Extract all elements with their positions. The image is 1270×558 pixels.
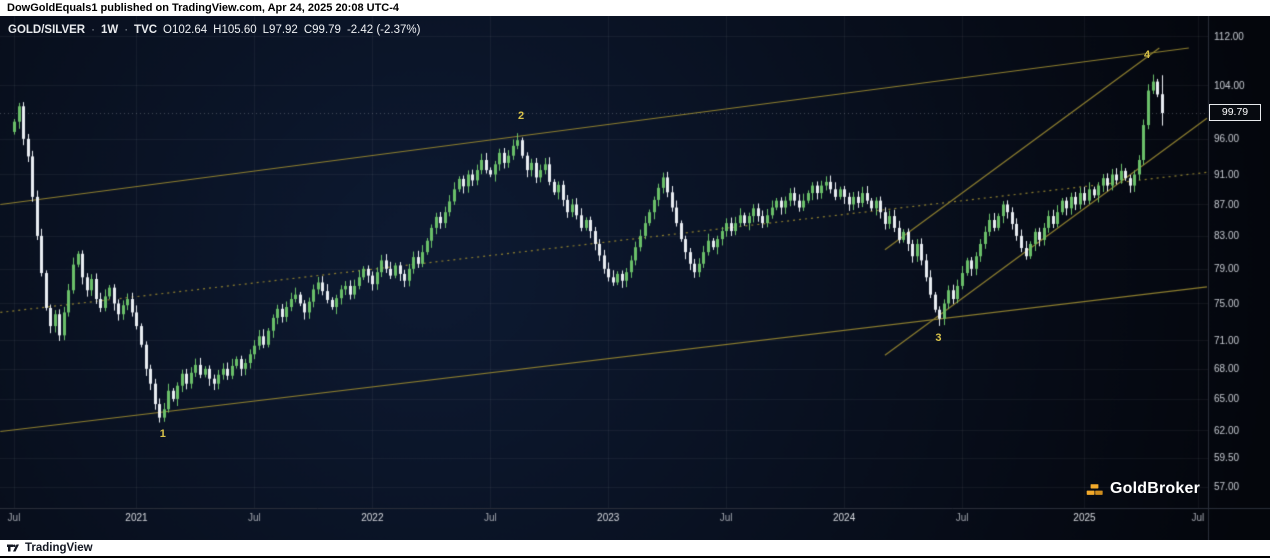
ohlc-l-value: L97.92 bbox=[262, 24, 298, 36]
interval-label: 1W bbox=[100, 24, 119, 36]
wave-label-2: 2 bbox=[518, 110, 525, 123]
tradingview-brand-text[interactable]: TradingView bbox=[25, 542, 93, 554]
wave-label-4: 4 bbox=[1144, 49, 1151, 62]
publish-info-text: DowGoldEquals1 published on TradingView.… bbox=[7, 2, 400, 14]
change-value: -2.42 (-2.37%) bbox=[346, 24, 421, 36]
last-price-label: 99.79 bbox=[1209, 103, 1261, 121]
symbol-legend: GOLD/SILVER · 1W · TVC O102.64 H105.60 L97… bbox=[8, 24, 420, 36]
chart-area: GOLD/SILVER · 1W · TVC O102.64 H105.60 L97… bbox=[0, 16, 1270, 540]
exchange-label: TVC bbox=[134, 24, 158, 36]
ohlc-values: O102.64 H105.60 L97.92 C99.79 bbox=[163, 24, 341, 36]
symbol-name: GOLD/SILVER bbox=[8, 24, 86, 36]
goldbroker-watermark: GoldBroker bbox=[1086, 480, 1200, 498]
wave-label-1: 1 bbox=[159, 427, 166, 440]
ohlc-h-value: H105.60 bbox=[213, 24, 257, 36]
tradingview-logo-icon[interactable] bbox=[6, 541, 20, 555]
legend-separator: · bbox=[124, 24, 129, 36]
goldbroker-brand-text: GoldBroker bbox=[1109, 480, 1200, 497]
publish-info-bar: DowGoldEquals1 published on TradingView.… bbox=[0, 0, 1270, 16]
tradingview-attribution: TradingView bbox=[0, 540, 1270, 558]
price-chart-canvas[interactable] bbox=[0, 16, 1270, 540]
legend-separator: · bbox=[91, 24, 95, 36]
goldbroker-logo-icon bbox=[1086, 483, 1103, 495]
ohlc-o-value: O102.64 bbox=[163, 24, 208, 36]
ohlc-c-value: C99.79 bbox=[303, 24, 341, 36]
wave-label-3: 3 bbox=[935, 332, 942, 345]
